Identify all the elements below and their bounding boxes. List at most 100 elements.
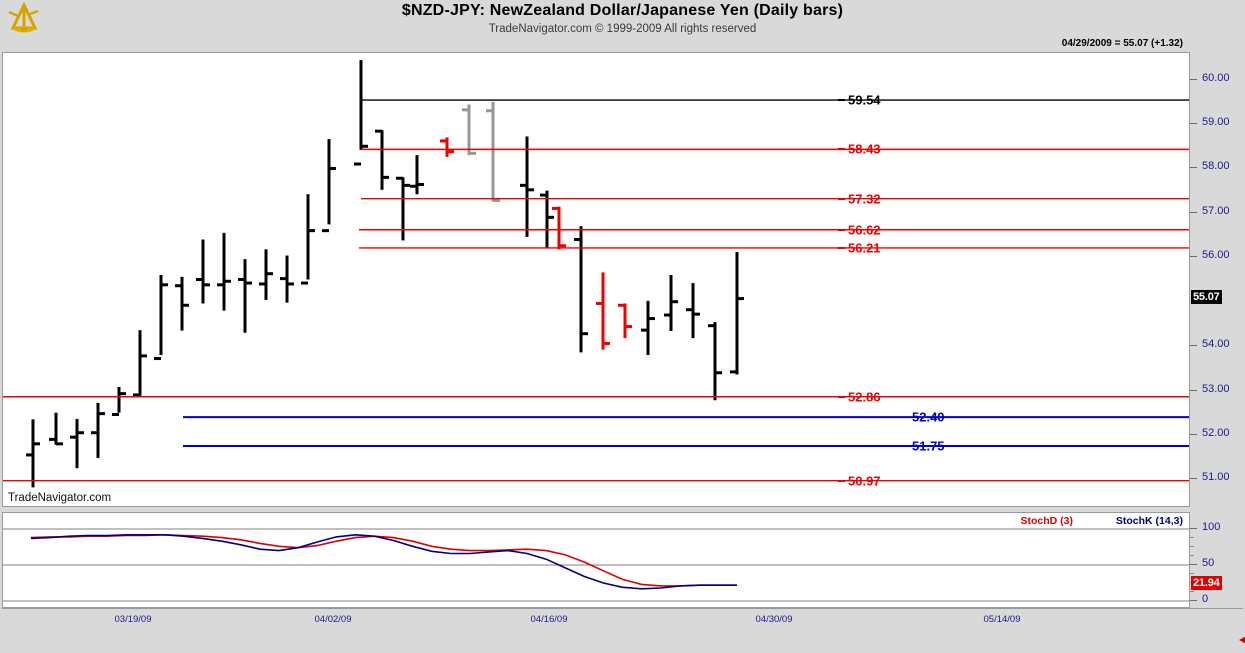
- ohlc-bar: [354, 60, 368, 166]
- indicator-axis-tick: [1190, 600, 1197, 601]
- ohlc-bar: [322, 139, 336, 233]
- price-level-label: 56.62: [848, 222, 881, 238]
- price-axis-tick: [1190, 78, 1197, 80]
- price-axis-label: 51.00: [1202, 471, 1230, 484]
- chart-header: $NZD-JPY: NewZealand Dollar/Japanese Yen…: [0, 0, 1245, 38]
- price-chart-panel[interactable]: TradeNavigator.com: [2, 52, 1190, 507]
- date-axis-label: 04/02/09: [314, 614, 352, 625]
- price-level-label: 59.54: [848, 92, 881, 108]
- legend-stoch-k[interactable]: StochK (14,3): [1115, 515, 1183, 527]
- ohlc-bar: [664, 275, 678, 332]
- price-axis-label: 60.00: [1202, 71, 1230, 84]
- ohlc-bar: [574, 226, 588, 353]
- copyright-notice: TradeNavigator.com © 1999-2009 All right…: [488, 23, 757, 35]
- indicator-series-line: [30, 533, 737, 590]
- price-level-label: 51.75: [912, 438, 945, 454]
- ohlc-bar: [375, 129, 389, 190]
- date-axis-label: 04/16/09: [530, 614, 568, 625]
- date-axis-label: 03/19/09: [114, 614, 152, 625]
- price-axis-tick: [1190, 345, 1197, 347]
- indicator-axis-minor-tick: [1190, 555, 1194, 556]
- price-axis-label: 58.00: [1202, 160, 1230, 173]
- level-tick: [838, 148, 845, 151]
- price-axis-tick: [1190, 211, 1197, 213]
- price-axis-label: 59.00: [1202, 116, 1230, 129]
- ohlc-bar: [540, 190, 554, 249]
- price-axis-label: 53.00: [1202, 382, 1230, 395]
- ohlc-bar: [259, 249, 273, 300]
- stochastic-panel[interactable]: StochD (3) StochK (14,3): [2, 512, 1190, 608]
- ohlc-bar: [238, 259, 252, 333]
- price-axis-tick: [1190, 123, 1197, 125]
- price-level-label: 50.97: [848, 473, 881, 489]
- price-axis-label: 54.00: [1202, 338, 1230, 351]
- indicator-axis-label: 0: [1202, 593, 1209, 605]
- price-level-label: 52.86: [848, 389, 881, 405]
- page-title: $NZD-JPY: NewZealand Dollar/Japanese Yen…: [401, 2, 844, 19]
- price-axis-tick: [1190, 433, 1197, 435]
- quote-readout: 04/29/2009 = 55.07 (+1.32): [1061, 38, 1183, 49]
- last-price-badge: 55.07: [1191, 289, 1222, 304]
- indicator-axis-minor-tick: [1190, 573, 1194, 574]
- price-axis-tick: [1190, 256, 1197, 258]
- ohlc-bar: [552, 206, 566, 250]
- sextant-logo-icon: [4, 1, 44, 36]
- ohlc-bar: [70, 418, 84, 469]
- ohlc-bar: [133, 330, 147, 397]
- ohlc-bar: [440, 137, 454, 157]
- ohlc-bar: [618, 303, 632, 339]
- level-tick: [838, 479, 845, 482]
- ohlc-bar: [708, 322, 722, 401]
- ohlc-bar: [686, 283, 700, 339]
- date-axis[interactable]: 03/19/09 04/02/09 04/16/09 04/30/09 05/14/09: [2, 608, 1243, 632]
- ohlc-bar: [49, 412, 63, 446]
- last-stoch-badge: 21.94: [1191, 576, 1222, 591]
- indicator-axis-tick: [1190, 528, 1197, 529]
- indicator-axis-label: 100: [1202, 521, 1221, 533]
- indicator-axis-tick: [1190, 564, 1197, 565]
- level-tick: [838, 228, 845, 231]
- price-axis-label: 57.00: [1202, 204, 1230, 217]
- indicator-axis-minor-tick: [1190, 546, 1194, 547]
- level-tick: [838, 246, 845, 249]
- price-level-label: 58.43: [848, 141, 881, 157]
- price-level-label: 57.32: [848, 191, 881, 207]
- date-axis-label: 04/30/09: [755, 614, 793, 625]
- ohlc-bar: [462, 104, 476, 156]
- ohlc-bar: [410, 155, 424, 195]
- price-axis-tick: [1190, 167, 1197, 169]
- price-axis[interactable]: 60.00 59.00 58.00 57.00 56.00 54.00 53.00 52.00…: [1190, 52, 1243, 507]
- date-axis-label: 05/14/09: [983, 614, 1021, 625]
- price-level-label: 52.40: [912, 409, 945, 425]
- ohlc-bar: [520, 136, 534, 237]
- indicator-axis-minor-tick: [1190, 537, 1194, 538]
- price-axis-tick: [1190, 478, 1197, 480]
- ohlc-bar: [217, 232, 231, 311]
- indicator-series-line: [30, 533, 737, 587]
- price-axis-label: 56.00: [1202, 249, 1230, 262]
- ohlc-bar: [26, 419, 40, 488]
- ohlc-bar: [641, 300, 655, 355]
- ohlc-bar: [280, 255, 294, 303]
- ohlc-bar: [301, 194, 315, 285]
- legend-stoch-d[interactable]: StochD (3): [1020, 515, 1074, 527]
- ohlc-bar: [91, 402, 105, 459]
- ohlc-bar: [730, 251, 744, 375]
- ohlc-bar: [486, 101, 500, 202]
- ohlc-bar: [196, 239, 210, 304]
- indicator-axis[interactable]: 100 50 0 21.94: [1190, 512, 1243, 608]
- ohlc-bar: [596, 272, 610, 350]
- ohlc-bar: [154, 275, 168, 361]
- level-tick: [838, 197, 845, 200]
- ohlc-bar: [112, 386, 126, 417]
- indicator-axis-minor-tick: [1190, 591, 1194, 592]
- price-axis-tick: [1190, 389, 1197, 391]
- price-axis-label: 52.00: [1202, 426, 1230, 439]
- watermark: TradeNavigator.com: [8, 492, 112, 504]
- price-level-label: 56.21: [848, 240, 881, 256]
- level-tick: [838, 395, 845, 398]
- ohlc-bar: [396, 176, 410, 241]
- ohlc-bar: [175, 276, 189, 331]
- indicator-axis-label: 50: [1202, 557, 1215, 569]
